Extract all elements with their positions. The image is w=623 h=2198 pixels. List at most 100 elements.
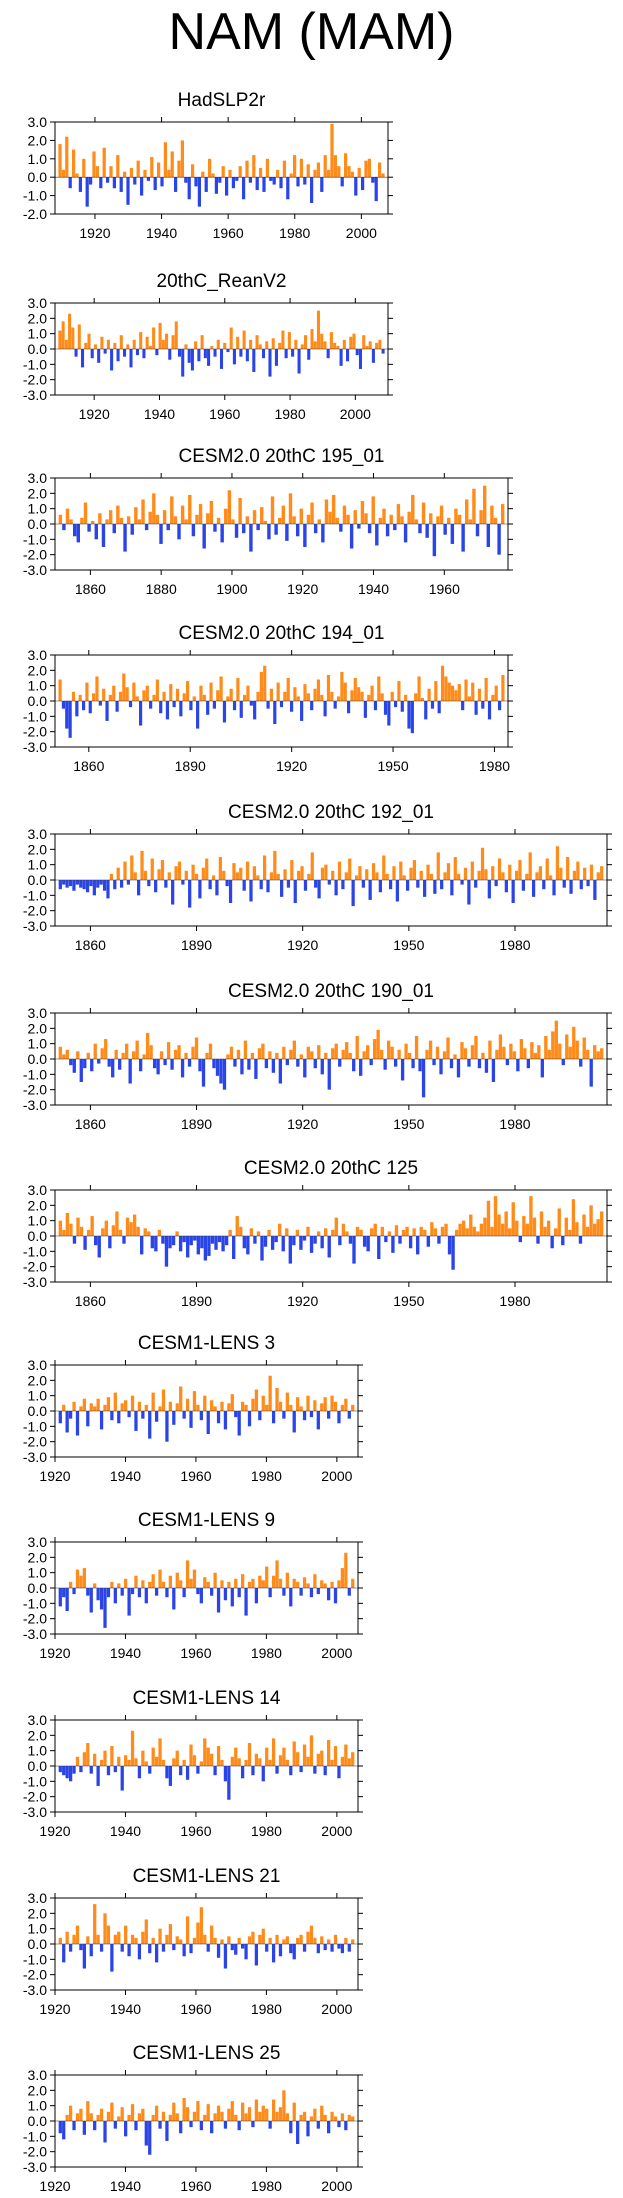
data-bar xyxy=(317,1045,321,1059)
data-bar xyxy=(316,162,321,178)
data-bar xyxy=(291,349,295,357)
data-bar xyxy=(170,151,174,178)
data-bar xyxy=(119,335,123,349)
data-bar xyxy=(267,524,271,540)
data-bar xyxy=(289,1588,293,1607)
x-tick-label: 1960 xyxy=(180,1645,211,1661)
data-bar xyxy=(260,1236,264,1261)
data-bar xyxy=(75,701,79,717)
y-tick-label: 2.0 xyxy=(28,2082,48,2098)
x-tick-label: 1890 xyxy=(181,1293,212,1309)
data-bar xyxy=(203,1934,207,1944)
data-bar xyxy=(237,1411,241,1436)
data-bar xyxy=(575,1040,579,1059)
data-bar xyxy=(428,1040,433,1059)
data-bar xyxy=(103,2121,107,2143)
data-bar xyxy=(289,1944,293,1954)
data-bar xyxy=(306,1756,310,1766)
data-bar xyxy=(126,516,131,524)
data-bar xyxy=(184,1052,188,1059)
data-bar xyxy=(477,688,482,701)
data-bar xyxy=(123,349,127,357)
data-bar xyxy=(206,2104,210,2121)
x-tick-label: 1890 xyxy=(181,937,212,953)
data-bar xyxy=(234,1747,238,1766)
data-bar xyxy=(141,1750,145,1766)
data-bar xyxy=(358,866,362,880)
data-bar xyxy=(242,880,246,891)
y-tick-label: -3.0 xyxy=(23,1274,47,1290)
data-bar xyxy=(79,1766,83,1773)
data-bar xyxy=(90,1059,94,1072)
data-bar xyxy=(220,1759,224,1766)
data-bar xyxy=(68,1581,73,1588)
data-bar xyxy=(425,524,429,538)
data-bar xyxy=(143,1228,147,1236)
data-bar xyxy=(224,1236,229,1246)
x-tick-label: 2000 xyxy=(321,2001,352,2017)
data-bar xyxy=(439,505,444,524)
data-bar xyxy=(76,1217,80,1236)
data-bar xyxy=(93,344,97,349)
x-tick-label: 1920 xyxy=(39,1823,70,1839)
data-bar xyxy=(251,1931,255,1944)
data-bar xyxy=(71,691,76,701)
data-bar xyxy=(518,860,522,880)
data-bar xyxy=(400,701,404,712)
data-bar xyxy=(208,880,212,890)
data-bar xyxy=(120,1403,124,1411)
data-bar xyxy=(515,1220,519,1236)
y-tick-label: 2.0 xyxy=(28,662,48,678)
data-bar xyxy=(242,524,246,534)
x-tick-label: 1920 xyxy=(287,1293,318,1309)
data-bar xyxy=(168,1766,173,1786)
data-bar xyxy=(141,499,145,524)
y-tick-label: 3.0 xyxy=(28,1890,48,1906)
data-bar xyxy=(111,1225,116,1236)
data-bar xyxy=(387,1231,392,1236)
data-bar xyxy=(275,1052,279,1059)
data-bar xyxy=(231,519,235,524)
data-bar xyxy=(236,678,240,701)
data-bar xyxy=(461,524,465,552)
chart-title: 20thC_ReanV2 xyxy=(157,271,287,292)
y-tick-label: 2.0 xyxy=(28,1727,48,1743)
data-bar xyxy=(446,1037,450,1059)
data-bar xyxy=(110,1411,114,1421)
data-bar xyxy=(393,1059,398,1067)
data-bar xyxy=(343,153,348,178)
data-bar xyxy=(279,701,284,708)
data-bar xyxy=(476,1231,480,1236)
data-bar xyxy=(564,1217,568,1236)
data-bar xyxy=(238,166,242,178)
data-bar xyxy=(268,1588,272,1598)
data-bar xyxy=(189,1411,193,1428)
data-bar xyxy=(282,160,287,178)
data-bar xyxy=(126,177,130,205)
data-bar xyxy=(467,696,471,701)
data-bar xyxy=(320,177,324,192)
data-bar xyxy=(171,880,175,905)
chart-panel: CESM2.0 20thC 1253.02.01.00.0-1.0-2.0-3.… xyxy=(23,1158,612,1309)
data-bar xyxy=(145,685,149,701)
data-bar xyxy=(345,1231,349,1236)
data-bar xyxy=(220,524,224,543)
y-tick-label: 3.0 xyxy=(28,1357,48,1373)
data-bar xyxy=(203,1738,207,1766)
data-bar xyxy=(184,344,188,349)
data-bar xyxy=(220,2111,224,2121)
x-tick-label: 1940 xyxy=(110,1468,141,1484)
data-bar xyxy=(487,701,492,720)
data-bar xyxy=(75,2113,80,2121)
data-bar xyxy=(424,701,428,720)
data-bar xyxy=(479,1223,484,1236)
data-bar xyxy=(360,177,365,191)
x-tick-label: 1860 xyxy=(75,581,106,597)
data-bar xyxy=(271,1059,276,1073)
y-tick-label: 2.0 xyxy=(28,1197,48,1213)
data-bar xyxy=(230,2101,234,2121)
data-bar xyxy=(129,349,133,368)
y-tick-label: -2.0 xyxy=(23,1789,47,1805)
x-tick-label: 2000 xyxy=(321,2178,352,2194)
data-bar xyxy=(216,1588,221,1613)
